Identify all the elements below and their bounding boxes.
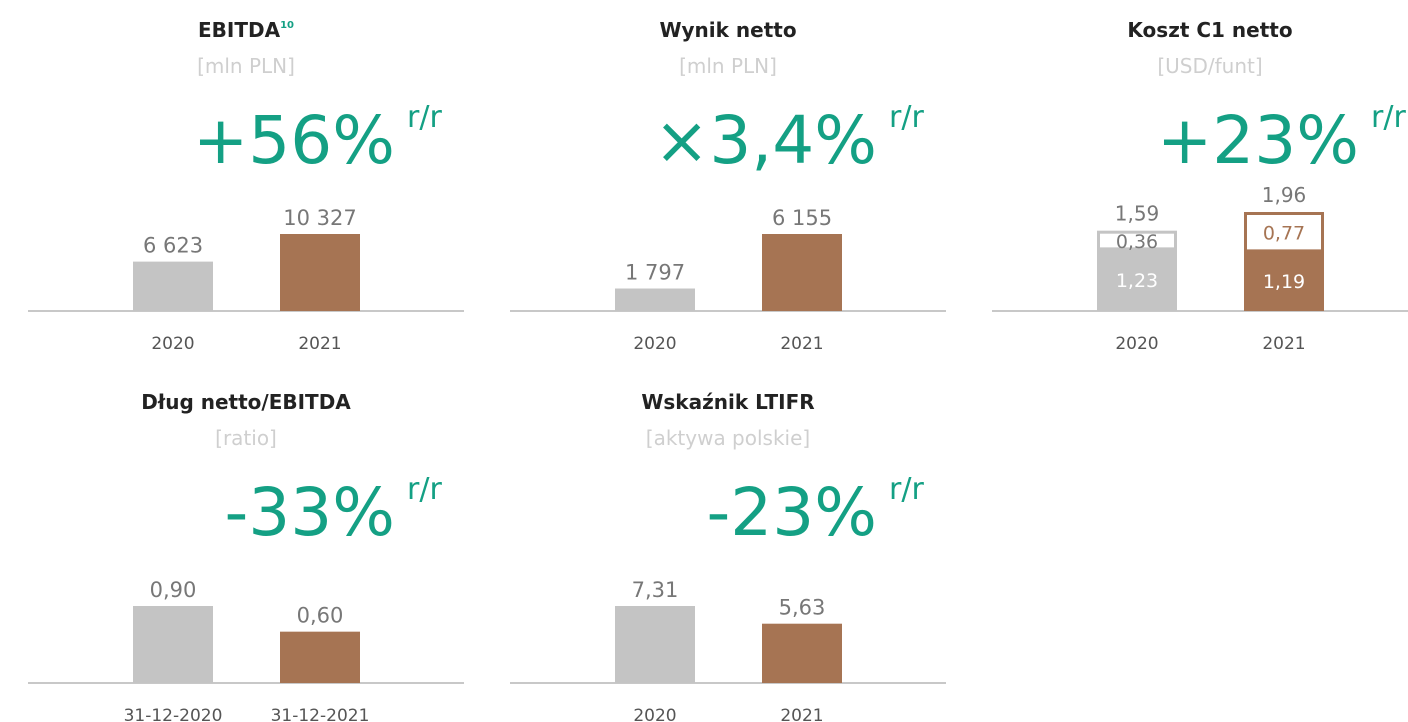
x-tick-label: 2020: [633, 334, 676, 354]
value-label: 1 797: [625, 261, 685, 285]
value-label: 0,90: [150, 578, 197, 602]
bar: [762, 234, 842, 311]
x-tick-label: 2021: [780, 706, 823, 722]
segment-label: 1,23: [1116, 270, 1158, 292]
segment-label: 1,19: [1263, 271, 1305, 293]
title-text: Koszt C1 netto: [1127, 18, 1292, 42]
x-tick-label: 2021: [1262, 334, 1305, 354]
bar: [133, 261, 213, 311]
chart-panel: EBITDA10 [mln PLN] +56% r/r 2020 2021 6 623 10 …: [28, 18, 464, 354]
change-unit: r/r: [889, 100, 924, 135]
chart-subtitle: [USD/funt]: [1157, 54, 1262, 78]
chart-subtitle: [ratio]: [215, 426, 277, 450]
chart-title: Koszt C1 netto: [1127, 18, 1292, 42]
change-value: +56%: [193, 102, 395, 179]
chart-panel: Wynik netto [mln PLN] ×3,4% r/r 2020 2021 1 79…: [510, 18, 946, 354]
x-tick-label: 2020: [1115, 334, 1158, 354]
x-tick-label: 31-12-2021: [271, 706, 370, 722]
change-value: -23%: [706, 474, 877, 551]
chart-panel: Wskaźnik LTIFR [aktywa polskie] -23% r/r 202…: [510, 390, 946, 722]
value-label: 7,31: [632, 578, 679, 602]
bar-segment: [1244, 212, 1324, 253]
title-note: 10: [280, 20, 294, 31]
bar-segment: [1244, 250, 1324, 311]
change-value: ×3,4%: [654, 102, 877, 179]
x-tick-label: 2020: [633, 706, 676, 722]
title-text: Wskaźnik LTIFR: [641, 390, 814, 414]
bar-segment: [1097, 248, 1177, 311]
title-text: Wynik netto: [659, 18, 796, 42]
change-unit: r/r: [407, 100, 442, 135]
change-unit: r/r: [889, 472, 924, 507]
x-tick-label: 31-12-2020: [124, 706, 223, 722]
chart-subtitle: [aktywa polskie]: [646, 426, 810, 450]
total-label: 1,96: [1262, 183, 1307, 207]
change-value: -33%: [224, 474, 395, 551]
change-value: +23%: [1157, 102, 1359, 179]
bar-segment: [1097, 230, 1177, 251]
bar: [280, 234, 360, 311]
x-tick-label: 2020: [151, 334, 194, 354]
value-label: 6 155: [772, 206, 832, 230]
value-label: 0,60: [297, 604, 344, 628]
value-label: 6 623: [143, 234, 203, 258]
segment-label: 0,36: [1116, 231, 1158, 253]
value-label: 5,63: [779, 596, 826, 620]
chart-title: EBITDA10: [198, 18, 294, 42]
chart-title: Wskaźnik LTIFR: [641, 390, 814, 414]
title-text: EBITDA: [198, 18, 281, 42]
change-unit: r/r: [407, 472, 442, 507]
bar: [133, 606, 213, 683]
chart-title: Dług netto/EBITDA: [141, 390, 351, 414]
bar: [762, 623, 842, 683]
chart-panel: Koszt C1 netto [USD/funt] +23% r/r 2020 2021 1…: [992, 18, 1408, 354]
chart-subtitle: [mln PLN]: [679, 54, 777, 78]
segment-label: 0,77: [1263, 222, 1305, 244]
x-tick-label: 2021: [298, 334, 341, 354]
value-label: 10 327: [283, 206, 356, 230]
total-label: 1,59: [1115, 202, 1160, 226]
chart-title: Wynik netto: [659, 18, 796, 42]
change-unit: r/r: [1371, 100, 1406, 135]
bar: [615, 606, 695, 683]
x-tick-label: 2021: [780, 334, 823, 354]
chart-subtitle: [mln PLN]: [197, 54, 295, 78]
chart-panel: Dług netto/EBITDA [ratio] -33% r/r 31-12-202…: [28, 390, 464, 722]
title-text: Dług netto/EBITDA: [141, 390, 351, 414]
bar: [615, 288, 695, 311]
bar: [280, 631, 360, 683]
